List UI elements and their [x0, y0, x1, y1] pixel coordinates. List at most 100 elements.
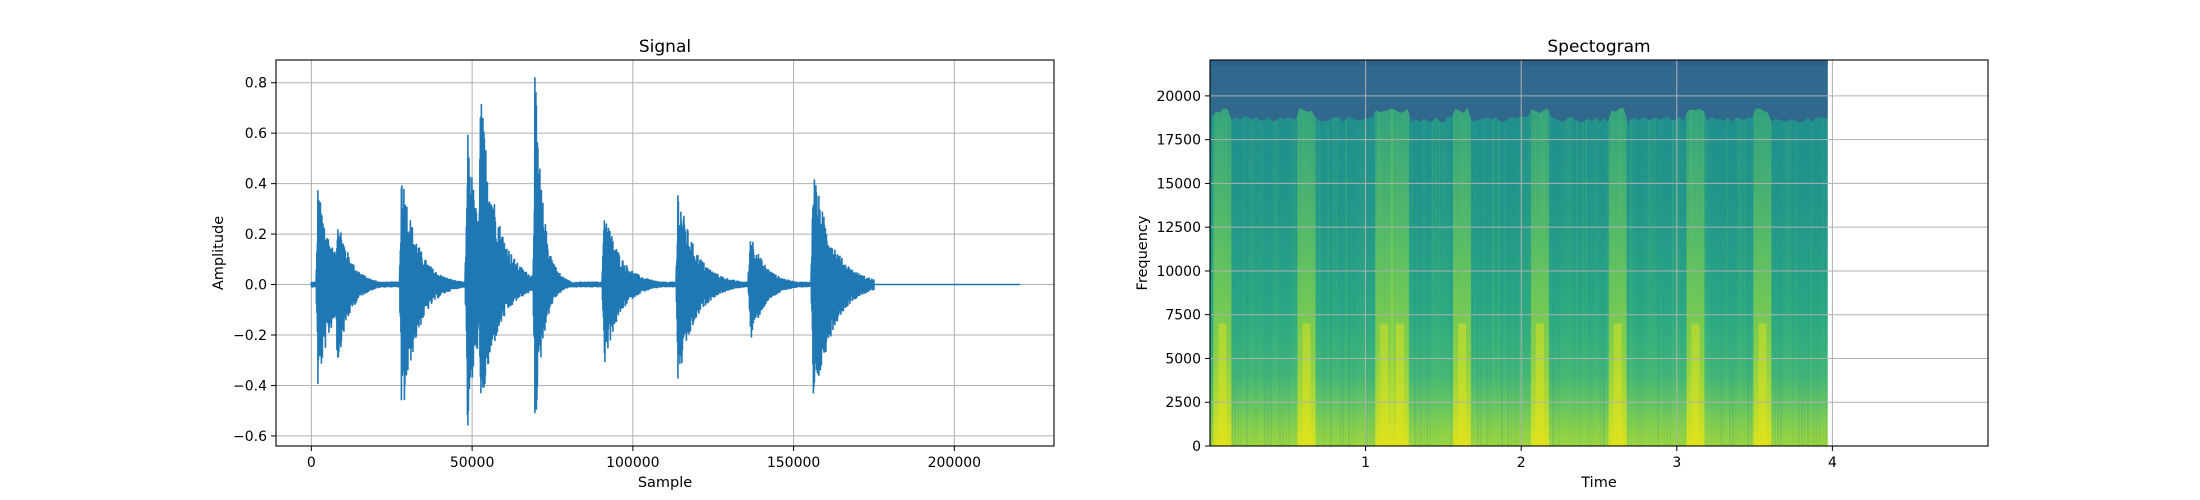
signal-y-tick-label: −0.2: [233, 328, 267, 344]
spectrogram-texture-column: [1576, 60, 1578, 446]
spectrogram-texture-column: [1789, 60, 1791, 446]
spectrogram-burst-core: [1458, 323, 1467, 446]
spectrogram-texture-column: [1432, 60, 1434, 446]
signal-x-tick-label: 150000: [767, 455, 820, 471]
spectrogram-texture-column: [1252, 60, 1254, 446]
spectrogram-texture-column: [1450, 60, 1452, 446]
spectrogram-burst: [1390, 102, 1409, 446]
spectrogram-texture-column: [1360, 60, 1362, 446]
spectrogram-texture-column: [1744, 60, 1746, 446]
spectrogram-texture-column: [1279, 60, 1281, 446]
spectrogram-texture-column: [1729, 60, 1731, 446]
spectrogram-texture-column: [1819, 60, 1821, 446]
spectrogram-texture-column: [1594, 60, 1596, 446]
spectrogram-texture-column: [1564, 60, 1566, 446]
spectrogram-x-axis-label: Time: [1580, 475, 1617, 491]
spectrogram-texture-column: [1345, 60, 1347, 446]
spectrogram-texture-column: [1369, 60, 1371, 446]
spectrogram-burst-core: [1380, 323, 1389, 446]
spectrogram-texture-column: [1570, 60, 1572, 446]
spectrogram-texture-column: [1357, 60, 1359, 446]
spectrogram-texture-column: [1522, 60, 1524, 446]
spectrogram-burst: [1608, 102, 1627, 446]
spectrogram-texture-column: [1414, 60, 1416, 446]
spectrogram-texture-column: [1783, 60, 1785, 446]
spectrogram-burst: [1375, 102, 1394, 446]
spectrogram-texture-column: [1276, 60, 1278, 446]
spectrogram-texture-column: [1777, 60, 1779, 446]
spectrogram-texture-column: [1774, 60, 1776, 446]
spectrogram-texture-column: [1825, 60, 1827, 446]
spectrogram-texture-column: [1672, 60, 1674, 446]
signal-y-tick-label: 0.4: [245, 177, 267, 193]
spectrogram-texture-column: [1669, 60, 1671, 446]
spectrogram-texture-column: [1294, 60, 1296, 446]
spectrogram-y-tick-label: 5000: [1165, 351, 1201, 367]
spectrogram-texture-column: [1489, 60, 1491, 446]
spectrogram-burst: [1213, 102, 1232, 446]
spectrogram-texture-column: [1510, 60, 1512, 446]
spectrogram-texture-column: [1351, 60, 1353, 446]
spectrogram-texture-column: [1579, 60, 1581, 446]
spectrogram-texture-column: [1249, 60, 1251, 446]
spectrogram-texture-column: [1231, 60, 1233, 446]
spectrogram-texture-column: [1255, 60, 1257, 446]
spectrogram-texture-column: [1552, 60, 1554, 446]
spectrogram-texture-column: [1717, 60, 1719, 446]
spectrogram-texture-column: [1666, 60, 1668, 446]
spectrogram-texture-column: [1597, 60, 1599, 446]
spectrogram-texture-column: [1366, 60, 1368, 446]
spectrogram-texture-column: [1738, 60, 1740, 446]
signal-y-tick-label: 0.0: [245, 278, 267, 294]
spectrogram-burst-core: [1691, 323, 1700, 446]
spectrogram-texture-column: [1714, 60, 1716, 446]
spectrogram-texture-column: [1498, 60, 1500, 446]
signal-x-tick-label: 100000: [606, 455, 659, 471]
spectrogram-title: Spectogram: [1547, 37, 1650, 57]
spectrogram-texture-column: [1480, 60, 1482, 446]
spectrogram-axes-frame: [1209, 59, 1989, 447]
spectrogram-texture-column: [1237, 60, 1239, 446]
spectrogram-texture-column: [1273, 60, 1275, 446]
spectrogram-x-tick-label: 2: [1517, 455, 1526, 471]
spectrogram-texture-column: [1645, 60, 1647, 446]
spectrogram-texture-column: [1735, 60, 1737, 446]
spectrogram-texture-column: [1807, 60, 1809, 446]
spectrogram-texture-column: [1525, 60, 1527, 446]
spectrogram-texture-column: [1327, 60, 1329, 446]
spectrogram-texture-column: [1282, 60, 1284, 446]
spectrogram-texture-column: [1675, 60, 1677, 446]
spectrogram-texture-column: [1441, 60, 1443, 446]
spectrogram-texture-column: [1792, 60, 1794, 446]
spectrogram-texture-column: [1372, 60, 1374, 446]
spectrogram-texture-column: [1780, 60, 1782, 446]
spectrogram-texture-column: [1474, 60, 1476, 446]
spectrogram-y-tick-label: 12500: [1156, 220, 1201, 236]
spectrogram-texture-column: [1648, 60, 1650, 446]
spectrogram-texture-column: [1336, 60, 1338, 446]
spectrogram-y-ticks: 0 2500 5000 7500 10000 12500 15000 17500 20000: [1156, 89, 1210, 455]
spectrogram-burst: [1453, 102, 1472, 446]
spectrogram-y-axis-label: Frequency: [1135, 215, 1151, 290]
spectrogram-texture-column: [1708, 60, 1710, 446]
spectrogram-texture-column: [1342, 60, 1344, 446]
spectrogram-texture-column: [1585, 60, 1587, 446]
spectrogram-y-tick-label: 0: [1192, 439, 1201, 455]
spectrogram-texture-column: [1495, 60, 1497, 446]
spectrogram-texture-column: [1681, 60, 1683, 446]
spectrogram-texture-column: [1630, 60, 1632, 446]
spectrogram-texture-column: [1555, 60, 1557, 446]
spectrogram-texture-column: [1786, 60, 1788, 446]
spectrogram-texture-column: [1600, 60, 1602, 446]
spectrogram-x-tick-label: 3: [1672, 455, 1681, 471]
spectrogram-texture-column: [1549, 60, 1551, 446]
signal-x-tick-label: 50000: [450, 455, 495, 471]
spectrogram-texture-column: [1504, 60, 1506, 446]
spectrogram-texture-column: [1582, 60, 1584, 446]
spectrogram-texture-column: [1408, 60, 1410, 446]
spectrogram-texture-column: [1516, 60, 1518, 446]
spectrogram-burst-core: [1613, 323, 1622, 446]
spectrogram-texture-column: [1261, 60, 1263, 446]
spectrogram-texture-column: [1513, 60, 1515, 446]
spectrogram-texture-column: [1315, 60, 1317, 446]
